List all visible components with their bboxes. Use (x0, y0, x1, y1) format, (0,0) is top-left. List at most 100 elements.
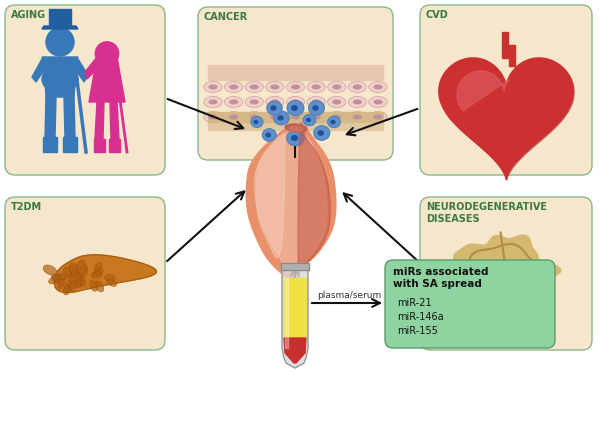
Ellipse shape (52, 275, 61, 280)
Ellipse shape (270, 115, 280, 119)
Ellipse shape (373, 99, 383, 104)
Ellipse shape (369, 96, 387, 107)
Ellipse shape (271, 105, 277, 111)
Ellipse shape (328, 116, 340, 128)
Text: AGING: AGING (11, 10, 46, 20)
Ellipse shape (332, 99, 341, 104)
Polygon shape (457, 71, 509, 111)
Ellipse shape (265, 133, 271, 137)
Polygon shape (284, 278, 306, 338)
Polygon shape (470, 285, 535, 316)
Ellipse shape (104, 275, 115, 281)
Ellipse shape (94, 268, 103, 276)
Ellipse shape (286, 112, 305, 122)
Polygon shape (281, 263, 309, 270)
Ellipse shape (245, 112, 263, 122)
Ellipse shape (266, 96, 284, 107)
Polygon shape (497, 315, 509, 328)
Ellipse shape (270, 84, 280, 89)
Ellipse shape (58, 282, 64, 288)
Ellipse shape (307, 96, 325, 107)
Ellipse shape (70, 267, 77, 276)
Ellipse shape (289, 126, 303, 131)
Ellipse shape (266, 112, 284, 122)
Text: miR-21: miR-21 (397, 298, 431, 308)
Ellipse shape (43, 265, 57, 275)
Text: CVD: CVD (426, 10, 449, 20)
Polygon shape (49, 9, 71, 26)
Ellipse shape (204, 81, 222, 92)
Ellipse shape (63, 284, 71, 295)
Ellipse shape (369, 112, 387, 122)
Ellipse shape (71, 272, 80, 279)
Ellipse shape (204, 96, 222, 107)
Ellipse shape (49, 277, 59, 284)
Ellipse shape (80, 265, 88, 276)
Ellipse shape (89, 280, 98, 291)
Ellipse shape (70, 281, 77, 291)
Polygon shape (254, 133, 285, 258)
Polygon shape (110, 102, 119, 139)
Ellipse shape (332, 84, 341, 89)
Ellipse shape (250, 84, 259, 89)
Ellipse shape (58, 279, 66, 285)
Ellipse shape (306, 118, 311, 122)
Polygon shape (502, 33, 508, 58)
Ellipse shape (224, 112, 243, 122)
Ellipse shape (308, 101, 325, 115)
Ellipse shape (229, 84, 238, 89)
Ellipse shape (311, 99, 321, 104)
Polygon shape (42, 26, 78, 29)
Ellipse shape (307, 81, 325, 92)
Ellipse shape (64, 285, 69, 293)
Ellipse shape (287, 130, 304, 146)
Polygon shape (454, 235, 561, 306)
Ellipse shape (291, 84, 300, 89)
Ellipse shape (277, 115, 284, 121)
Ellipse shape (353, 99, 362, 104)
Ellipse shape (224, 96, 243, 107)
Ellipse shape (74, 278, 80, 287)
FancyBboxPatch shape (420, 197, 592, 350)
Polygon shape (74, 59, 88, 82)
Ellipse shape (204, 112, 222, 122)
Ellipse shape (52, 274, 60, 279)
Polygon shape (54, 255, 157, 292)
Ellipse shape (287, 100, 304, 116)
Polygon shape (440, 59, 574, 180)
Ellipse shape (208, 84, 218, 89)
Ellipse shape (91, 271, 101, 278)
FancyBboxPatch shape (385, 260, 555, 348)
Ellipse shape (373, 115, 383, 119)
Ellipse shape (317, 130, 324, 136)
Ellipse shape (291, 135, 298, 141)
Ellipse shape (53, 275, 65, 282)
Polygon shape (64, 97, 75, 137)
Ellipse shape (79, 276, 83, 285)
FancyBboxPatch shape (5, 5, 165, 175)
Polygon shape (208, 65, 383, 80)
Text: plasma/serum: plasma/serum (317, 291, 381, 300)
Ellipse shape (250, 99, 259, 104)
Ellipse shape (69, 263, 79, 276)
Ellipse shape (245, 96, 263, 107)
Polygon shape (89, 57, 125, 102)
Text: CANCER: CANCER (204, 12, 248, 22)
Ellipse shape (353, 115, 362, 119)
Ellipse shape (80, 277, 86, 286)
Ellipse shape (291, 99, 300, 104)
Ellipse shape (311, 84, 321, 89)
Circle shape (46, 28, 74, 56)
Ellipse shape (328, 81, 346, 92)
Text: miR-146a: miR-146a (397, 312, 443, 322)
Ellipse shape (331, 120, 335, 124)
Ellipse shape (303, 114, 316, 126)
Polygon shape (45, 97, 56, 137)
Polygon shape (298, 122, 330, 276)
FancyBboxPatch shape (5, 197, 165, 350)
Ellipse shape (314, 126, 330, 140)
Ellipse shape (94, 262, 102, 271)
Ellipse shape (107, 279, 116, 286)
Polygon shape (42, 57, 78, 97)
Polygon shape (32, 59, 46, 82)
